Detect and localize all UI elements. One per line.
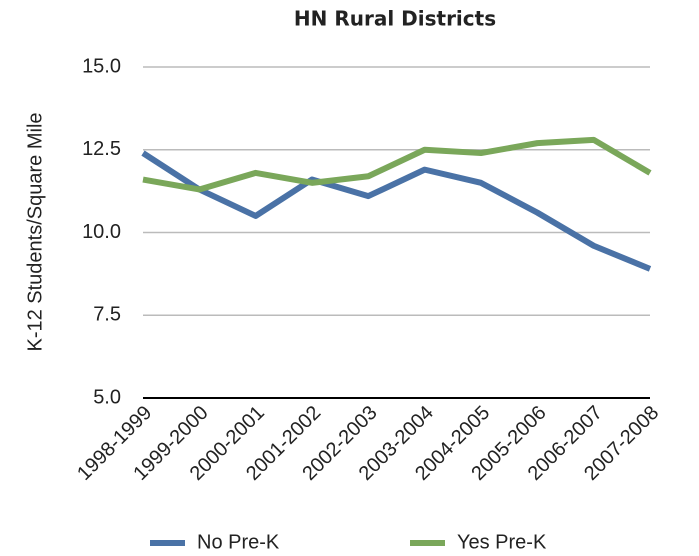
y-tick-label: 10.0 (82, 221, 121, 243)
legend-label: No Pre-K (197, 531, 280, 553)
legend-label: Yes Pre-K (457, 531, 547, 553)
y-tick-label: 12.5 (82, 138, 121, 160)
series-line (141, 150, 652, 272)
chart-title: HN Rural Districts (294, 7, 496, 31)
y-axis-label: K-12 Students/Square Mile (24, 112, 46, 351)
y-tick-label: 5.0 (93, 386, 121, 408)
series-line (142, 136, 652, 193)
y-tick-label: 7.5 (93, 304, 121, 326)
y-tick-label: 15.0 (82, 55, 121, 77)
